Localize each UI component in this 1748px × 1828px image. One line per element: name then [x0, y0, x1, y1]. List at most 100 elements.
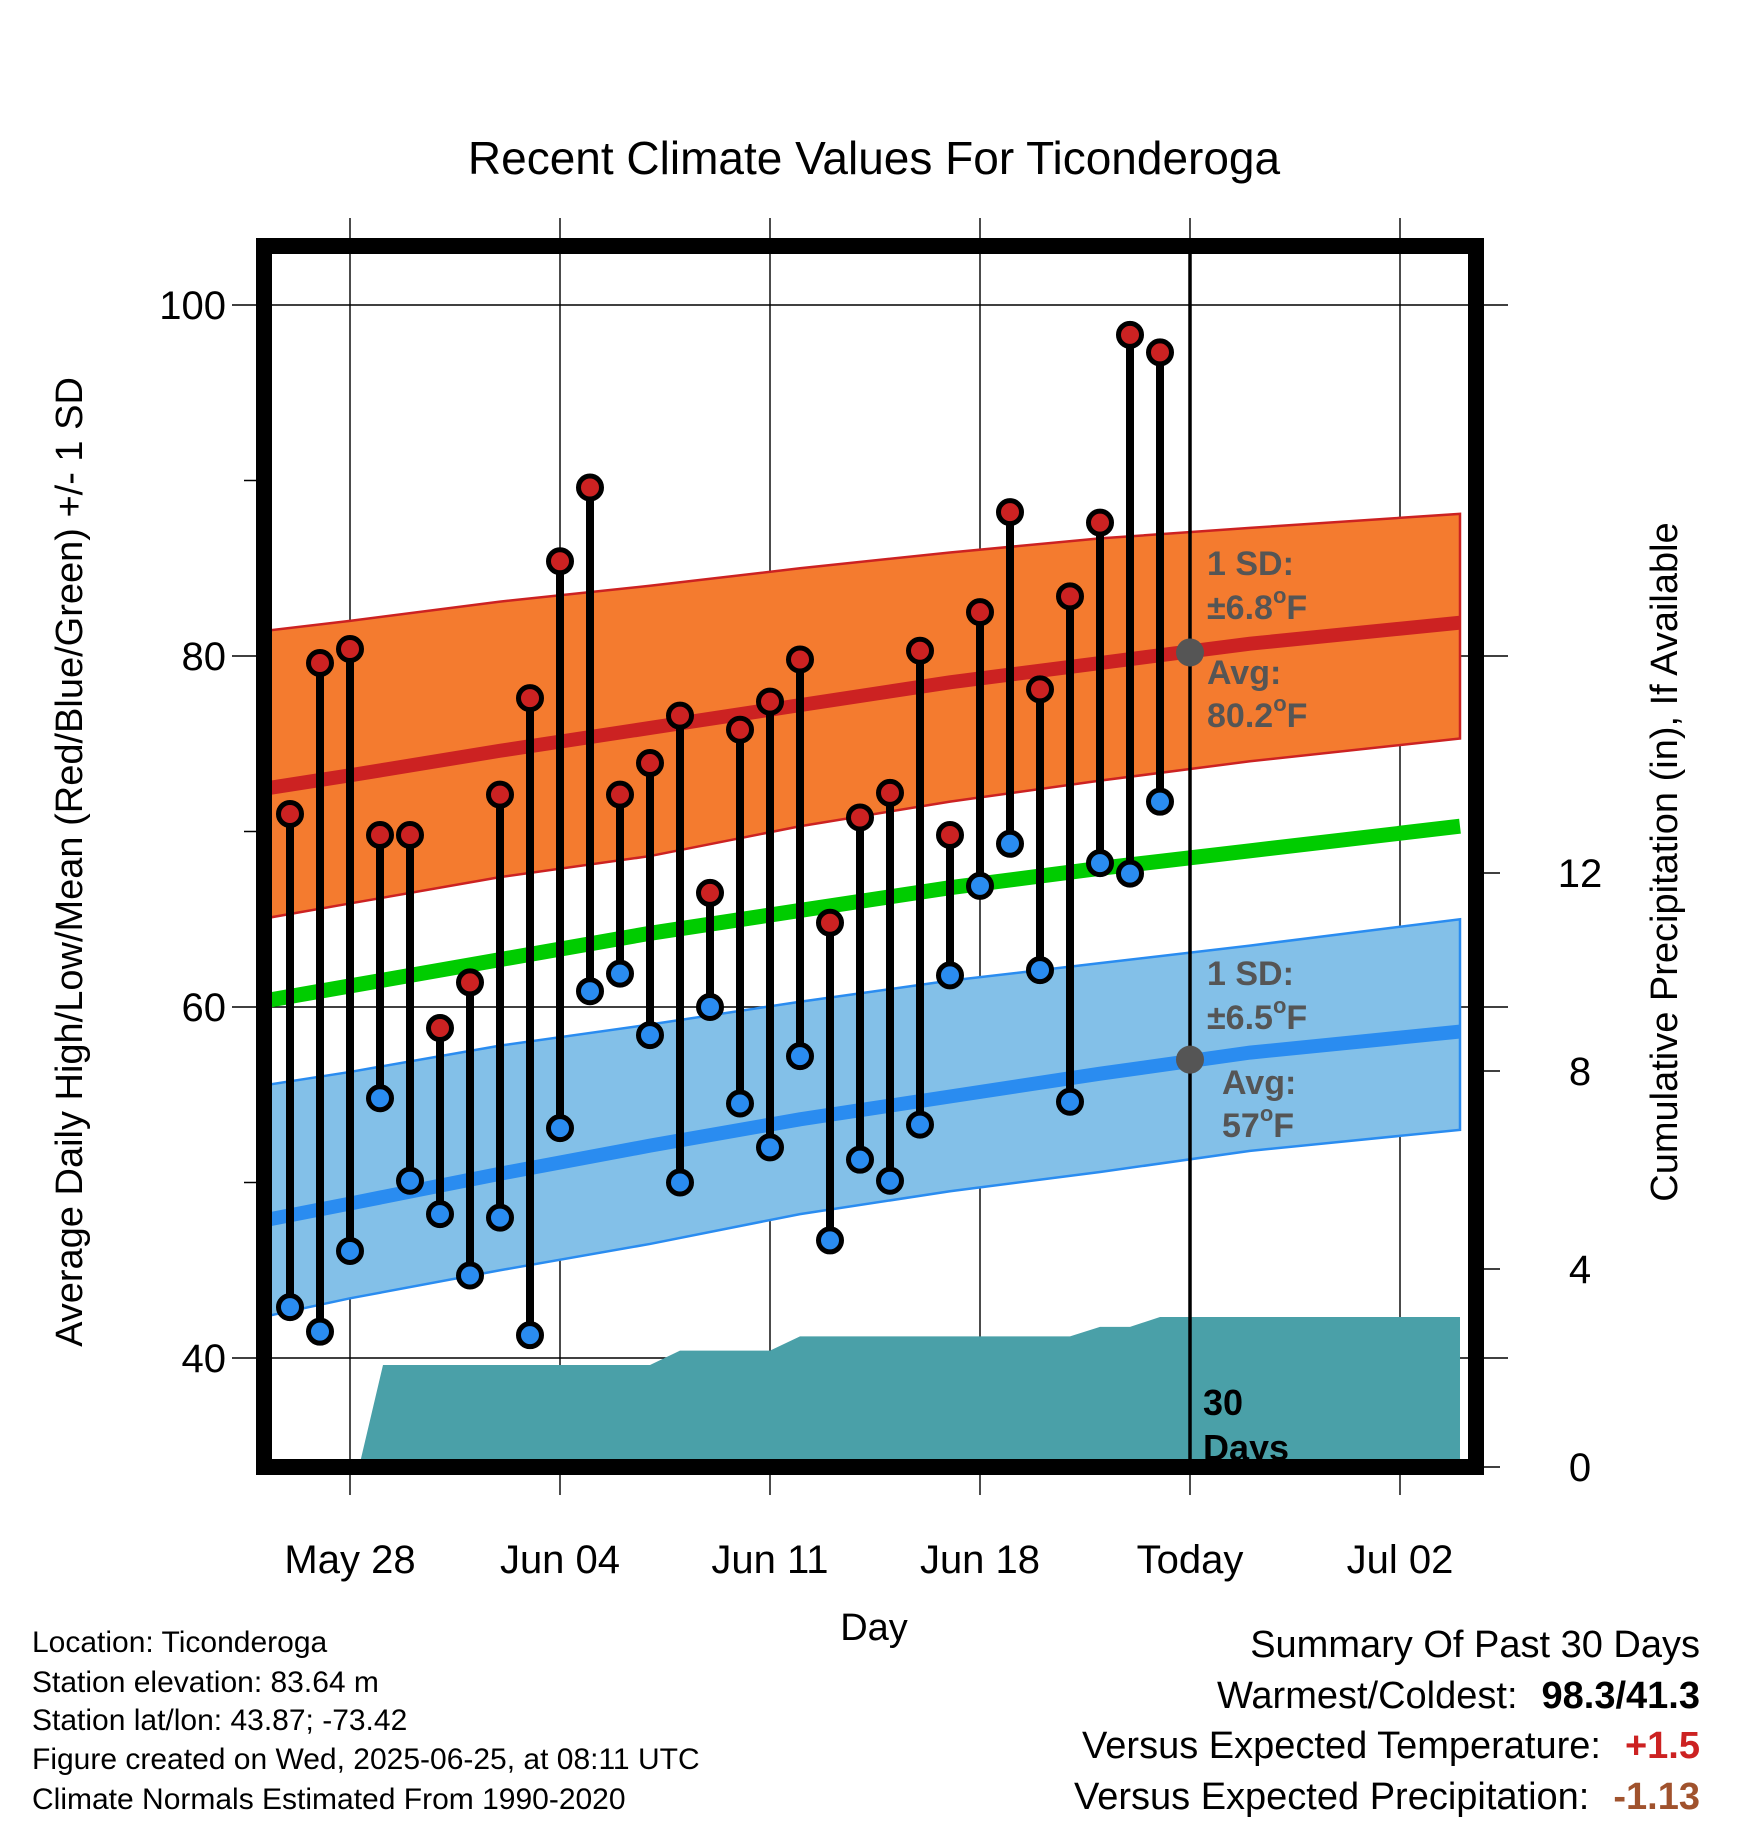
high-point: [396, 821, 424, 850]
high-avg-value: 80.2oF: [1207, 691, 1307, 735]
low-point: [606, 959, 634, 988]
low-point: [1146, 787, 1174, 816]
x-tick-label: May 28: [284, 1538, 415, 1582]
x-axis-label: Day: [840, 1607, 908, 1649]
x-tick-label: Jun 11: [711, 1538, 828, 1582]
info-latlon: Station lat/lon: 43.87; -73.42: [32, 1704, 408, 1737]
y2-tick-label: 4: [1569, 1248, 1591, 1292]
chart-title: Recent Climate Values For Ticonderoga: [468, 132, 1281, 184]
low-point: [426, 1200, 454, 1229]
low-avg-marker: [1176, 1045, 1204, 1074]
high-point: [786, 645, 814, 674]
high-sd-label: 1 SD:: [1207, 545, 1294, 583]
high-avg-label: Avg:: [1207, 654, 1281, 692]
high-point: [936, 821, 964, 850]
x-tick-label: Jun 04: [500, 1538, 620, 1582]
low-point: [816, 1226, 844, 1255]
precip-area: [359, 1317, 1460, 1467]
high-point: [516, 684, 544, 713]
high-point: [1146, 338, 1174, 367]
low-point: [846, 1145, 874, 1174]
high-point: [876, 778, 904, 807]
low-point: [396, 1166, 424, 1195]
low-point: [996, 829, 1024, 858]
low-point: [1026, 956, 1054, 985]
summary-precip-value: -1.13: [1613, 1776, 1700, 1818]
y-tick-label: 80: [182, 635, 227, 679]
y-axis-label: Average Daily High/Low/Mean (Red/Blue/Gr…: [49, 377, 91, 1347]
high-point: [366, 821, 394, 850]
summary-precip: Versus Expected Precipitation: -1.13: [1074, 1776, 1700, 1819]
high-point: [1116, 320, 1144, 349]
high-point: [636, 749, 664, 778]
low-sd-value: ±6.5oF: [1207, 993, 1307, 1037]
y-tick-label: 100: [159, 284, 226, 328]
high-point: [606, 780, 634, 809]
high-point: [756, 687, 784, 716]
low-point: [456, 1261, 484, 1290]
high-point: [576, 473, 604, 502]
high-point: [816, 908, 844, 937]
high-point: [426, 1014, 454, 1043]
info-location: Location: Ticonderoga: [32, 1626, 328, 1659]
high-point: [456, 968, 484, 997]
plot-frame: [256, 238, 1484, 1475]
high-point: [306, 649, 334, 678]
high-point: [486, 780, 514, 809]
high-point: [996, 498, 1024, 527]
high-avg-marker: [1176, 638, 1204, 667]
low-point: [876, 1166, 904, 1195]
low-point: [966, 871, 994, 900]
high-point: [276, 799, 304, 828]
summary-warmcold: Warmest/Coldest: 98.3/41.3: [1217, 1675, 1700, 1718]
y-tick-label: 60: [182, 986, 227, 1030]
high-point: [906, 636, 934, 665]
low-point: [546, 1114, 574, 1143]
high-point: [666, 701, 694, 730]
summary-heading: Summary Of Past 30 Days: [1250, 1624, 1700, 1666]
low-point: [576, 977, 604, 1006]
low-point: [726, 1089, 754, 1118]
high-point: [846, 803, 874, 832]
low-point: [1116, 859, 1144, 888]
low-point: [756, 1133, 784, 1162]
info-elevation: Station elevation: 83.64 m: [32, 1666, 379, 1699]
x-tick-label: Jun 18: [920, 1538, 1040, 1582]
y2-axis-label: Cumulative Precipitation (in), If Availa…: [1644, 522, 1686, 1201]
y-tick-label: 40: [182, 1337, 227, 1381]
low-point: [906, 1110, 934, 1139]
low-point: [306, 1317, 334, 1346]
info-created: Figure created on Wed, 2025-06-25, at 08…: [32, 1743, 700, 1776]
high-point: [336, 634, 364, 663]
low-avg-value: 57oF: [1222, 1101, 1294, 1145]
low-avg-label: Avg:: [1222, 1064, 1296, 1102]
high-sd-value: ±6.8oF: [1207, 583, 1307, 627]
summary-temp-label: Versus Expected Temperature:: [1082, 1725, 1601, 1767]
high-point: [966, 598, 994, 627]
low-point: [366, 1084, 394, 1113]
low-point: [786, 1042, 814, 1071]
x-tick-label: Jul 02: [1347, 1538, 1454, 1582]
low-point: [1086, 849, 1114, 878]
low-point: [936, 961, 964, 990]
info-normals: Climate Normals Estimated From 1990-2020: [32, 1783, 626, 1816]
high-point: [696, 878, 724, 907]
low-point: [516, 1321, 544, 1350]
summary-warmcold-value: 98.3/41.3: [1541, 1675, 1700, 1717]
low-point: [636, 1021, 664, 1050]
y2-tick-label: 8: [1569, 1050, 1591, 1094]
high-point: [546, 547, 574, 576]
high-point: [726, 715, 754, 744]
low-point: [696, 993, 724, 1021]
x-tick-label: Today: [1137, 1538, 1244, 1582]
low-point: [1056, 1087, 1084, 1116]
high-point: [1056, 582, 1084, 611]
low-sd-label: 1 SD:: [1207, 955, 1294, 993]
summary-warmcold-label: Warmest/Coldest:: [1216, 1675, 1518, 1717]
low-point: [666, 1168, 694, 1197]
low-point: [276, 1293, 304, 1322]
summary-temp: Versus Expected Temperature: +1.5: [1082, 1725, 1700, 1768]
high-point: [1026, 675, 1054, 704]
